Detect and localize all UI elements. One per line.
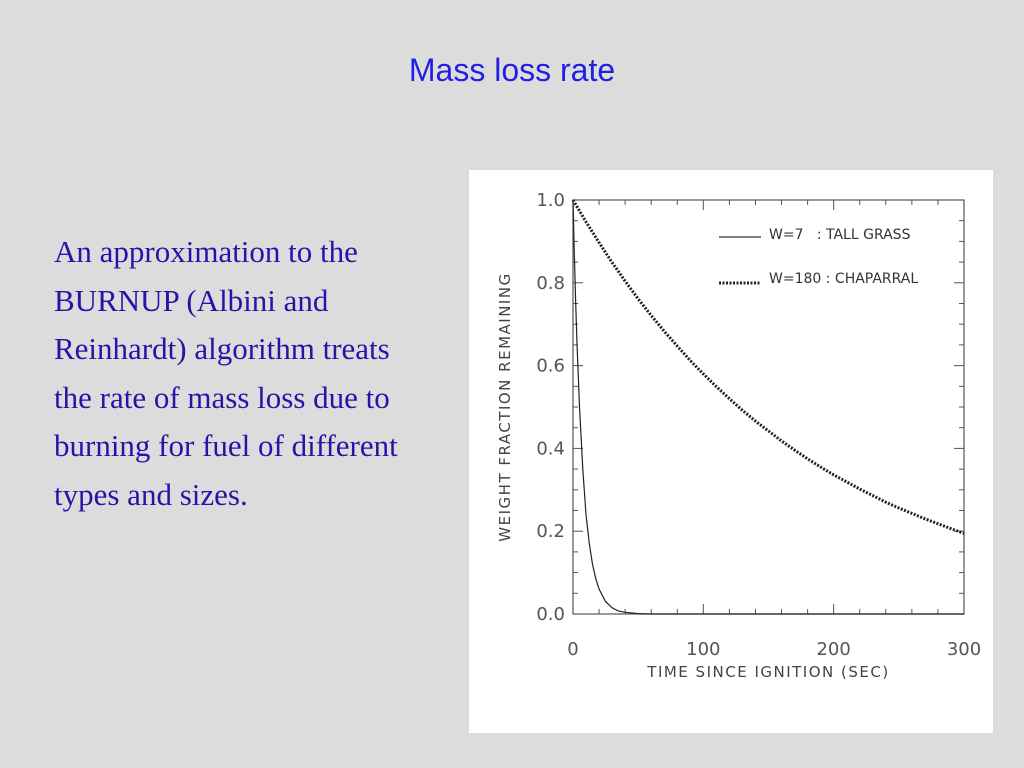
x-tick-label: 0 xyxy=(567,639,578,660)
x-tick-label: 300 xyxy=(947,639,981,660)
slide-body-text: An approximation to the BURNUP (Albini a… xyxy=(54,234,398,512)
y-tick-label: 1.0 xyxy=(536,190,565,211)
x-tick-label: 200 xyxy=(816,639,850,660)
chart-panel: 0 100 200 300 0.0 0.2 0.4 0.6 0.8 1.0 TIME SINCE … xyxy=(469,170,993,733)
slide-title: Mass loss rate xyxy=(408,52,616,88)
y-tick-label: 0.2 xyxy=(536,521,565,542)
y-tick-label: 0.4 xyxy=(536,438,565,459)
x-axis-title: TIME SINCE IGNITION (SEC) xyxy=(646,663,889,681)
series-line-chaparral xyxy=(571,199,965,535)
series-line-tall-grass xyxy=(572,199,964,615)
mass-loss-chart: 0 100 200 300 0.0 0.2 0.4 0.6 0.8 1.0 TIME SINCE … xyxy=(496,190,981,681)
axis-ticks: 0 100 200 300 0.0 0.2 0.4 0.6 0.8 1.0 xyxy=(536,190,981,660)
y-tick-label: 0.8 xyxy=(536,273,565,294)
legend-label-tall-grass: W=7 : TALL GRASS xyxy=(769,227,911,243)
y-tick-label: 0.6 xyxy=(536,356,565,377)
y-axis-title: WEIGHT FRACTION REMAINING xyxy=(496,272,514,541)
plot-frame xyxy=(572,199,965,615)
x-tick-label: 100 xyxy=(686,639,720,660)
legend-label-chaparral: W=180 : CHAPARRAL xyxy=(769,271,918,287)
y-tick-label: 0.0 xyxy=(536,604,565,625)
legend: W=7 : TALL GRASS W=180 : CHAPARRAL xyxy=(719,227,918,287)
series-layer xyxy=(571,199,965,615)
